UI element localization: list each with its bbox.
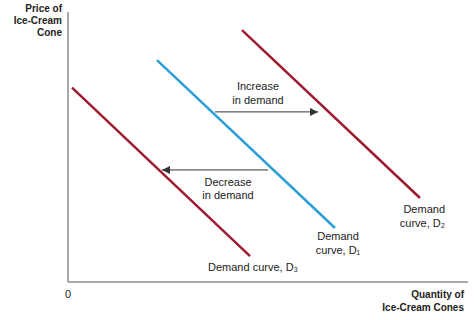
svg-text:Demand curve, D₃: Demand curve, D₃ (208, 261, 298, 273)
svg-text:Quantity ofIce-Cream Cones: Quantity ofIce-Cream Cones (382, 289, 464, 313)
svg-text:Price ofIce-CreamCone: Price ofIce-CreamCone (14, 3, 63, 38)
svg-text:Increasein demand: Increasein demand (232, 80, 283, 106)
svg-text:Demandcurve, D₂: Demandcurve, D₂ (400, 203, 445, 229)
svg-text:Decreasein demand: Decreasein demand (202, 176, 253, 201)
svg-text:0: 0 (65, 288, 71, 300)
svg-text:Demandcurve, D₁: Demandcurve, D₁ (316, 230, 361, 256)
